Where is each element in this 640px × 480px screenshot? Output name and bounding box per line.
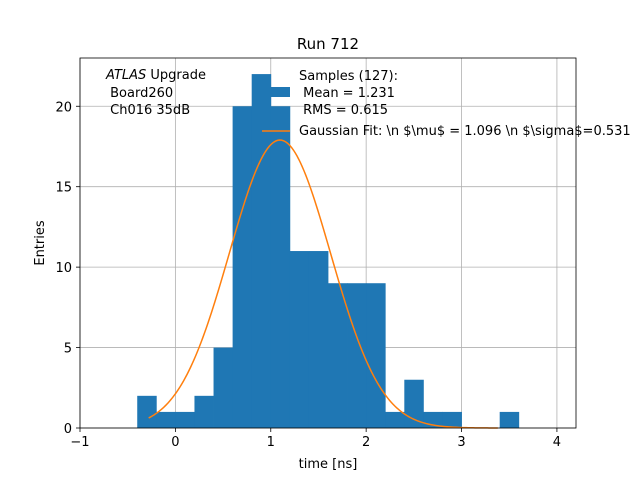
histogram-bar	[251, 74, 272, 428]
histogram-bar	[404, 379, 424, 428]
histogram-bar	[156, 411, 176, 428]
histogram-bars	[137, 74, 520, 429]
legend-histogram-line-3: RMS = 0.615	[299, 103, 388, 118]
plot-frame	[79, 57, 577, 429]
annotation-board: Board260	[106, 86, 173, 101]
histogram-bar	[194, 395, 214, 428]
y-tick-label: 15	[55, 181, 72, 196]
y-tick-label: 0	[64, 422, 72, 437]
histogram-bar	[499, 411, 520, 428]
y-tick-label: 20	[55, 100, 72, 115]
histogram-bar	[308, 251, 329, 428]
y-axis-ticks: 0 5 10 15 20	[55, 100, 80, 437]
x-axis-ticks: −1 0 1 2 3 4	[70, 428, 561, 450]
histogram-bar	[289, 251, 310, 428]
svg-text:ATLAS Upgrade: ATLAS Upgrade	[105, 68, 206, 83]
histogram-bar	[347, 283, 367, 428]
histogram-bar	[232, 106, 253, 429]
y-tick-label: 10	[55, 261, 72, 276]
legend-histogram-swatch	[262, 87, 290, 97]
histogram-bar	[366, 283, 386, 428]
x-axis-label: time [ns]	[299, 457, 358, 472]
x-tick-label: 1	[267, 435, 275, 450]
annotation-upgrade: Upgrade	[146, 68, 206, 83]
annotation-atlas: ATLAS	[105, 68, 146, 83]
histogram-bar	[137, 395, 157, 428]
y-tick-label: 5	[64, 342, 72, 357]
histogram-bar	[175, 411, 195, 428]
x-tick-label: 0	[171, 435, 179, 450]
x-tick-label: 4	[553, 435, 561, 450]
histogram-bar	[442, 411, 462, 428]
legend-histogram-line-1: Samples (127):	[299, 69, 398, 84]
legend-histogram-line-2: Mean = 1.231	[299, 86, 395, 101]
legend-fit-label: Gaussian Fit: \n $\mu$ = 1.096 \n $\sigm…	[299, 124, 631, 139]
x-tick-label: 2	[362, 435, 370, 450]
histogram-bar	[328, 283, 348, 428]
histogram-bar	[270, 106, 291, 429]
histogram-bar	[213, 347, 234, 428]
x-tick-label: −1	[70, 435, 89, 450]
x-tick-label: 3	[457, 435, 465, 450]
histogram-bar	[385, 411, 405, 428]
gaussian-fit-curve	[148, 139, 498, 429]
y-axis-label: Entries	[33, 220, 48, 266]
annotation-channel: Ch016 35dB	[106, 103, 190, 118]
legend: Samples (127): Mean = 1.231 RMS = 0.615 …	[262, 69, 631, 139]
atlas-annotation: ATLAS Upgrade Board260 Ch016 35dB	[105, 68, 206, 118]
chart-title: Run 712	[297, 35, 359, 53]
